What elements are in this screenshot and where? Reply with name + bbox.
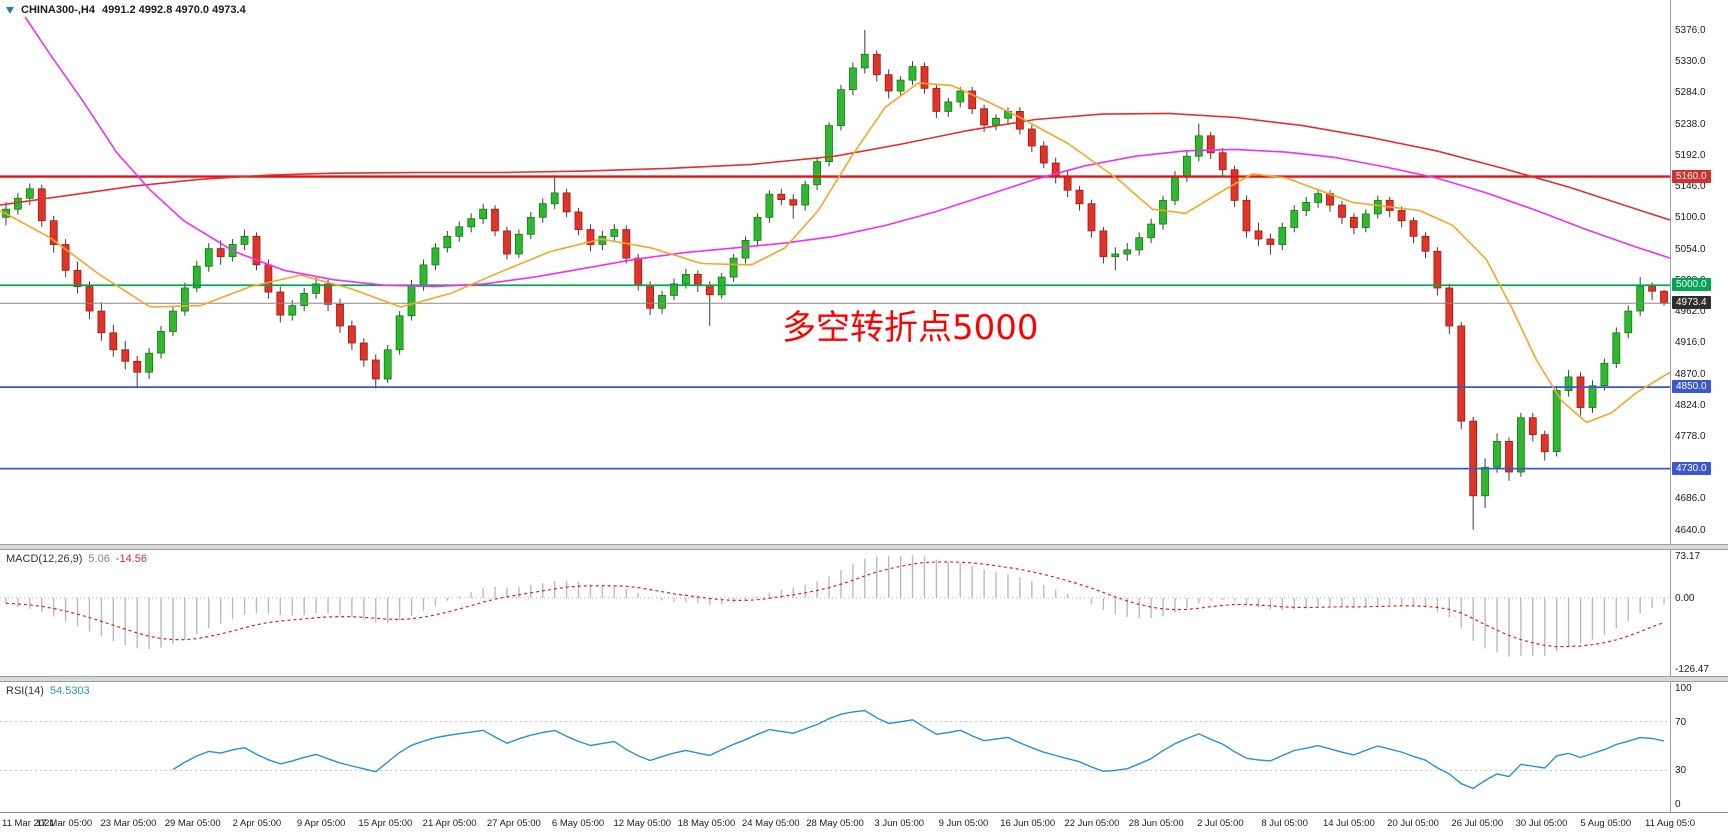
time-tick-label: 9 Jun 05:00: [938, 818, 989, 829]
price-tick-label: 5100.0: [1675, 212, 1706, 224]
annotation-text[interactable]: 多空转折点5000: [782, 308, 1039, 348]
price-tick-label: 4824.0: [1675, 399, 1706, 411]
time-axis[interactable]: 11 Mar 2021 17 Mar 05:00 23 Mar 05:00 29 Ma…: [0, 812, 1728, 838]
rsi-axis-label: 100: [1675, 683, 1692, 694]
rsi-value: 54.5303: [49, 685, 90, 697]
time-tick-label: 17 Mar 05:00: [36, 818, 93, 829]
price-tick-label: 5376.0: [1675, 24, 1706, 36]
macd-canvas[interactable]: [0, 550, 1670, 676]
macd-panel: MACD(12,26,9) 5.06 -14.56 73.17 0.00 -126.…: [0, 550, 1728, 676]
macd-main-value: 5.06: [88, 553, 110, 565]
price-tick-label: 5054.0: [1675, 243, 1706, 255]
time-tick-label: 15 Apr 05:00: [358, 818, 413, 829]
rsi-axis-label: 70: [1675, 716, 1687, 728]
time-tick-label: 2 Apr 05:00: [232, 818, 282, 829]
panel-splitter[interactable]: [0, 676, 1728, 682]
macd-name: MACD(12,26,9): [6, 553, 83, 565]
time-tick-label: 29 Mar 05:00: [164, 818, 221, 829]
price-level-badge: 5160.0: [1672, 169, 1711, 183]
price-tick-label: 4686.0: [1675, 493, 1706, 505]
macd-axis-label: -126.47: [1675, 664, 1709, 675]
time-tick-label: 30 Jul 05:00: [1515, 818, 1568, 829]
time-tick-label: 24 May 05:00: [741, 818, 800, 829]
current-price-badge: 4973.4: [1672, 296, 1711, 310]
price-tick-label: 5146.0: [1675, 181, 1706, 193]
time-tick-label: 3 Jun 05:00: [874, 818, 925, 829]
time-tick-label: 28 Jun 05:00: [1128, 818, 1184, 829]
price-level-badge: 5000.0: [1672, 278, 1711, 292]
macd-scale[interactable]: 73.17 0.00 -126.47: [1670, 550, 1728, 676]
price-tick-label: 4778.0: [1675, 431, 1706, 442]
main-chart-canvas[interactable]: [0, 0, 1670, 544]
price-tick-label: 4916.0: [1675, 337, 1706, 349]
time-tick-label: 27 Apr 05:00: [486, 818, 541, 829]
macd-axis-label: 0.00: [1675, 592, 1695, 604]
macd-signal-value: -14.56: [115, 553, 148, 565]
time-tick-label: 2 Jul 05:00: [1197, 818, 1244, 829]
rsi-panel: RSI(14) 54.5303 100 70 30 0: [0, 682, 1728, 812]
time-tick-label: 11 Mar 2021: [2, 818, 55, 829]
price-tick-label: 5192.0: [1675, 149, 1706, 161]
time-tick-label: 26 Jul 05:00: [1451, 818, 1504, 829]
rsi-name: RSI(14): [6, 685, 44, 697]
price-tick-label: 5238.0: [1675, 118, 1706, 130]
price-scale[interactable]: 5376.0 5330.0 5284.0 5238.0 5192.0 5146.0 5100…: [1670, 0, 1728, 544]
time-tick-label: 9 Apr 05:00: [296, 818, 346, 829]
price-tick-label: 5284.0: [1675, 87, 1706, 99]
time-tick-label: 5 Aug 05:00: [1580, 818, 1632, 829]
time-tick-label: 28 May 05:00: [806, 818, 864, 829]
time-tick-label: 20 Jul 05:00: [1387, 818, 1439, 829]
time-tick-label: 11 Aug 05:0: [1644, 818, 1696, 829]
price-tick-label: 4870.0: [1675, 368, 1706, 380]
rsi-canvas[interactable]: [0, 682, 1670, 812]
time-tick-label: 23 Mar 05:00: [100, 818, 157, 829]
price-level-badge: 4850.0: [1672, 380, 1711, 394]
symbol-ohlc-values: 4991.2 4992.8 4970.0 4973.4: [101, 4, 246, 16]
main-chart-panel: CHINA300-,H4 4991.2 4992.8 4970.0 4973.4…: [0, 0, 1728, 544]
chart-symbol-icon: [6, 6, 14, 14]
price-tick-label: 5330.0: [1675, 56, 1706, 68]
rsi-label: RSI(14) 54.5303: [6, 685, 90, 697]
price-level-badge: 4730.0: [1672, 461, 1711, 475]
time-tick-label: 6 May 05:00: [551, 818, 605, 829]
time-tick-label: 21 Apr 05:00: [422, 818, 477, 829]
time-tick-label: 14 Jul 05:00: [1322, 818, 1375, 829]
panel-splitter[interactable]: [0, 544, 1728, 550]
rsi-axis-label: 0: [1675, 799, 1681, 810]
time-tick-label: 12 May 05:00: [613, 818, 672, 829]
time-tick-label: 22 Jun 05:00: [1064, 818, 1120, 829]
time-tick-label: 18 May 05:00: [677, 818, 736, 829]
rsi-axis-label: 30: [1675, 765, 1687, 777]
symbol-info: CHINA300-,H4 4991.2 4992.8 4970.0 4973.4: [6, 4, 246, 16]
macd-label: MACD(12,26,9) 5.06 -14.56: [6, 553, 147, 565]
symbol-title: CHINA300-,H4: [21, 4, 95, 16]
macd-axis-label: 73.17: [1675, 551, 1701, 562]
price-tick-label: 4640.0: [1675, 524, 1706, 536]
rsi-scale[interactable]: 100 70 30 0: [1670, 682, 1728, 812]
time-tick-label: 8 Jul 05:00: [1261, 818, 1308, 829]
price-tick-label: 4962.0: [1675, 306, 1706, 318]
time-tick-label: 16 Jun 05:00: [1000, 818, 1056, 829]
